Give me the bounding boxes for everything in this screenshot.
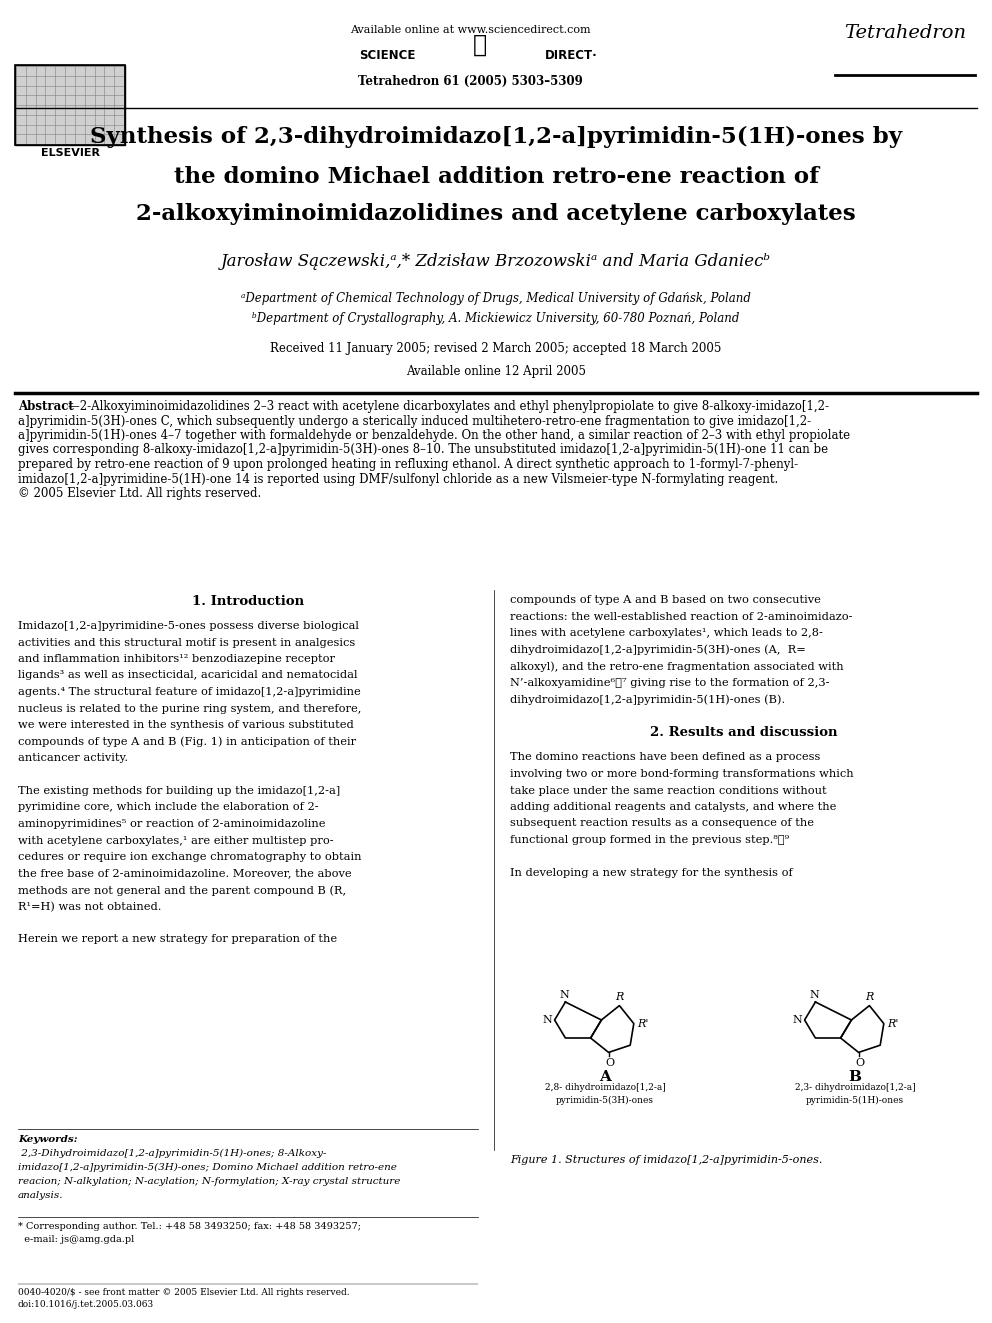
Text: alkoxyl), and the retro-ene fragmentation associated with: alkoxyl), and the retro-ene fragmentatio…	[510, 662, 843, 672]
Text: dihydroimidazo[1,2-a]pyrimidin-5(3H)-ones (A,  R=: dihydroimidazo[1,2-a]pyrimidin-5(3H)-one…	[510, 644, 806, 655]
Text: N: N	[559, 990, 569, 1000]
Text: imidazo[1,2-a]pyrimidine-5(1H)-one 14 is reported using DMF/sulfonyl chloride as: imidazo[1,2-a]pyrimidine-5(1H)-one 14 is…	[18, 472, 779, 486]
Text: agents.⁴ The structural feature of imidazo[1,2-a]pyrimidine: agents.⁴ The structural feature of imida…	[18, 687, 361, 697]
Text: ⓓ: ⓓ	[473, 33, 487, 57]
Text: nucleus is related to the purine ring system, and therefore,: nucleus is related to the purine ring sy…	[18, 704, 361, 713]
Text: Keywords:: Keywords:	[18, 1135, 77, 1144]
Text: R': R'	[888, 1019, 899, 1028]
Text: Available online at www.sciencedirect.com: Available online at www.sciencedirect.co…	[350, 25, 590, 34]
Text: SCIENCE: SCIENCE	[359, 49, 415, 62]
Text: involving two or more bond-forming transformations which: involving two or more bond-forming trans…	[510, 769, 854, 779]
Text: doi:10.1016/j.tet.2005.03.063: doi:10.1016/j.tet.2005.03.063	[18, 1301, 154, 1308]
Text: Herein we report a new strategy for preparation of the: Herein we report a new strategy for prep…	[18, 934, 337, 945]
Text: cedures or require ion exchange chromatography to obtain: cedures or require ion exchange chromato…	[18, 852, 361, 863]
Text: and inflammation inhibitors¹² benzodiazepine receptor: and inflammation inhibitors¹² benzodiaze…	[18, 654, 335, 664]
Text: O: O	[856, 1058, 865, 1068]
Text: A: A	[599, 1070, 611, 1085]
Text: imidazo[1,2-a]pyrimidin-5(3H)-ones; Domino Michael addition retro-ene: imidazo[1,2-a]pyrimidin-5(3H)-ones; Domi…	[18, 1163, 397, 1172]
Text: prepared by retro-ene reaction of 9 upon prolonged heating in refluxing ethanol.: prepared by retro-ene reaction of 9 upon…	[18, 458, 799, 471]
Text: Abstract: Abstract	[18, 400, 73, 413]
Text: dihydroimidazo[1,2-a]pyrimidin-5(1H)-ones (B).: dihydroimidazo[1,2-a]pyrimidin-5(1H)-one…	[510, 695, 786, 705]
Text: lines with acetylene carboxylates¹, which leads to 2,8-: lines with acetylene carboxylates¹, whic…	[510, 628, 823, 638]
Text: Received 11 January 2005; revised 2 March 2005; accepted 18 March 2005: Received 11 January 2005; revised 2 Marc…	[270, 343, 722, 355]
Text: N: N	[543, 1015, 552, 1025]
Text: ᵃDepartment of Chemical Technology of Drugs, Medical University of Gdańsk, Polan: ᵃDepartment of Chemical Technology of Dr…	[241, 292, 751, 306]
Text: Tetrahedron 61 (2005) 5303–5309: Tetrahedron 61 (2005) 5303–5309	[358, 75, 582, 89]
Text: In developing a new strategy for the synthesis of: In developing a new strategy for the syn…	[510, 868, 793, 878]
Text: anticancer activity.: anticancer activity.	[18, 753, 128, 763]
Text: R¹=H) was not obtained.: R¹=H) was not obtained.	[18, 901, 162, 912]
Text: N: N	[793, 1015, 802, 1025]
Text: aminopyrimidines⁵ or reaction of 2-aminoimidazoline: aminopyrimidines⁵ or reaction of 2-amino…	[18, 819, 325, 830]
Text: R: R	[615, 992, 624, 1002]
Text: 2-alkoxyiminoimidazolidines and acetylene carboxylates: 2-alkoxyiminoimidazolidines and acetylen…	[136, 202, 856, 225]
Text: Imidazo[1,2-a]pyrimidine-5-ones possess diverse biological: Imidazo[1,2-a]pyrimidine-5-ones possess …	[18, 620, 359, 631]
Text: we were interested in the synthesis of various substituted: we were interested in the synthesis of v…	[18, 720, 354, 730]
Text: ᵇDepartment of Crystallography, A. Mickiewicz University, 60-780 Poznań, Poland: ᵇDepartment of Crystallography, A. Micki…	[252, 312, 740, 325]
Text: Synthesis of 2,3-dihydroimidazo[1,2-a]pyrimidin-5(1H)-ones by: Synthesis of 2,3-dihydroimidazo[1,2-a]py…	[90, 126, 902, 148]
Bar	[15, 65, 125, 146]
Text: Jarosław Sączewski,ᵃ,* Zdzisław Brzozowskiᵃ and Maria Gdaniecᵇ: Jarosław Sączewski,ᵃ,* Zdzisław Brzozows…	[221, 253, 771, 270]
Text: pyrimidin-5(1H)-ones: pyrimidin-5(1H)-ones	[806, 1095, 904, 1105]
Text: e-mail: js@amg.gda.pl: e-mail: js@amg.gda.pl	[18, 1234, 134, 1244]
Text: gives corresponding 8-alkoxy-imidazo[1,2-a]pyrimidin-5(3H)-ones 8–10. The unsubs: gives corresponding 8-alkoxy-imidazo[1,2…	[18, 443, 828, 456]
Text: © 2005 Elsevier Ltd. All rights reserved.: © 2005 Elsevier Ltd. All rights reserved…	[18, 487, 261, 500]
Text: The existing methods for building up the imidazo[1,2-a]: The existing methods for building up the…	[18, 786, 340, 796]
Text: 2,3-Dihydroimidazo[1,2-a]pyrimidin-5(1H)-ones; 8-Alkoxy-: 2,3-Dihydroimidazo[1,2-a]pyrimidin-5(1H)…	[18, 1148, 326, 1158]
Text: —2-Alkoxyiminoimidazolidines 2–3 react with acetylene dicarboxylates and ethyl p: —2-Alkoxyiminoimidazolidines 2–3 react w…	[68, 400, 829, 413]
Text: 2,3- dihydroimidazo[1,2-a]: 2,3- dihydroimidazo[1,2-a]	[795, 1084, 916, 1091]
Text: adding additional reagents and catalysts, and where the: adding additional reagents and catalysts…	[510, 802, 836, 812]
Text: R': R'	[638, 1019, 649, 1028]
Text: 2. Results and discussion: 2. Results and discussion	[650, 726, 837, 740]
Text: reacion; N-alkylation; N-acylation; N-formylation; X-ray crystal structure: reacion; N-alkylation; N-acylation; N-fo…	[18, 1177, 401, 1185]
Text: B: B	[848, 1070, 861, 1085]
Text: a]pyrimidin-5(3H)-ones C, which subsequently undergo a sterically induced multih: a]pyrimidin-5(3H)-ones C, which subseque…	[18, 414, 811, 427]
Bar	[15, 65, 125, 146]
Text: N’-alkoxyamidine⁶‧⁷ giving rise to the formation of 2,3-: N’-alkoxyamidine⁶‧⁷ giving rise to the f…	[510, 677, 829, 688]
Text: compounds of type A and B (Fig. 1) in anticipation of their: compounds of type A and B (Fig. 1) in an…	[18, 737, 356, 747]
Text: the domino Michael addition retro-ene reaction of: the domino Michael addition retro-ene re…	[174, 165, 818, 188]
Text: methods are not general and the parent compound B (R,: methods are not general and the parent c…	[18, 885, 346, 896]
Text: Available online 12 April 2005: Available online 12 April 2005	[406, 365, 586, 378]
Text: analysis.: analysis.	[18, 1191, 63, 1200]
Text: subsequent reaction results as a consequence of the: subsequent reaction results as a consequ…	[510, 819, 814, 828]
Text: O: O	[606, 1058, 615, 1068]
Text: The domino reactions have been defined as a process: The domino reactions have been defined a…	[510, 753, 820, 762]
Text: compounds of type A and B based on two consecutive: compounds of type A and B based on two c…	[510, 595, 820, 605]
Text: with acetylene carboxylates,¹ are either multistep pro-: with acetylene carboxylates,¹ are either…	[18, 836, 333, 845]
Text: functional group formed in the previous step.⁸‧⁹: functional group formed in the previous …	[510, 835, 789, 845]
Text: ligands³ as well as insecticidal, acaricidal and nematocidal: ligands³ as well as insecticidal, acaric…	[18, 671, 357, 680]
Text: Figure 1. Structures of imidazo[1,2-a]pyrimidin-5-ones.: Figure 1. Structures of imidazo[1,2-a]py…	[510, 1155, 822, 1166]
Text: 2,8- dihydroimidazo[1,2-a]: 2,8- dihydroimidazo[1,2-a]	[545, 1084, 666, 1091]
Text: pyrimidine core, which include the elaboration of 2-: pyrimidine core, which include the elabo…	[18, 803, 318, 812]
Text: Tetrahedron: Tetrahedron	[844, 24, 966, 42]
Text: activities and this structural motif is present in analgesics: activities and this structural motif is …	[18, 638, 355, 647]
Text: 0040-4020/$ - see front matter © 2005 Elsevier Ltd. All rights reserved.: 0040-4020/$ - see front matter © 2005 El…	[18, 1289, 349, 1297]
Text: a]pyrimidin-5(1H)-ones 4–7 together with formaldehyde or benzaldehyde. On the ot: a]pyrimidin-5(1H)-ones 4–7 together with…	[18, 429, 850, 442]
Text: R: R	[865, 992, 874, 1002]
Text: pyrimidin-5(3H)-ones: pyrimidin-5(3H)-ones	[556, 1095, 654, 1105]
Text: take place under the same reaction conditions without: take place under the same reaction condi…	[510, 786, 826, 795]
Text: reactions: the well-established reaction of 2-aminoimidazo-: reactions: the well-established reaction…	[510, 611, 852, 622]
Text: the free base of 2-aminoimidazoline. Moreover, the above: the free base of 2-aminoimidazoline. Mor…	[18, 868, 351, 878]
Text: DIRECT·: DIRECT·	[545, 49, 598, 62]
Text: N: N	[809, 990, 819, 1000]
Text: ELSEVIER: ELSEVIER	[41, 148, 99, 157]
Text: 1. Introduction: 1. Introduction	[191, 595, 305, 609]
Text: * Corresponding author. Tel.: +48 58 3493250; fax: +48 58 3493257;: * Corresponding author. Tel.: +48 58 349…	[18, 1222, 361, 1230]
